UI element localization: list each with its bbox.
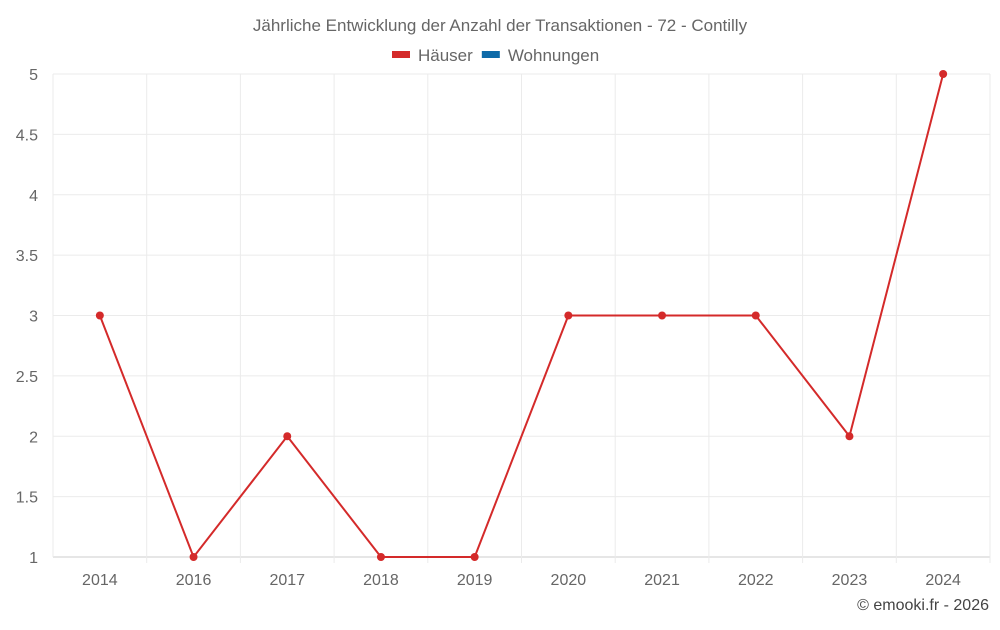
axes: 1 1.5 2 2.5 3 3.5 4 4.5 5 2014 2016 2017 2018 2019 202… xyxy=(16,67,961,589)
data-point xyxy=(95,311,104,320)
legend-swatch-1 xyxy=(481,51,500,58)
data-point xyxy=(189,553,198,561)
series-layer xyxy=(95,70,948,561)
footer-credit: © emooki.fr - 2026 xyxy=(857,597,989,614)
legend-label-1: Wohnungen xyxy=(508,46,599,65)
data-point xyxy=(658,311,667,320)
x-tick-label: 2017 xyxy=(269,572,305,589)
x-tick-label: 2016 xyxy=(176,572,212,589)
x-tick-label: 2020 xyxy=(551,572,587,589)
data-point xyxy=(845,432,854,441)
y-tick-label: 2.5 xyxy=(16,369,38,386)
legend: Häuser Wohnungen xyxy=(392,46,599,65)
y-tick-label: 1.5 xyxy=(16,490,38,507)
x-tick-label: 2021 xyxy=(644,572,680,589)
legend-swatch-0 xyxy=(392,51,410,58)
x-tick-label: 2014 xyxy=(82,572,118,589)
grid xyxy=(52,73,991,563)
y-tick-label: 3 xyxy=(29,309,38,326)
chart-title: Jährliche Entwicklung der Anzahl der Tra… xyxy=(253,16,748,35)
data-point xyxy=(283,432,292,441)
data-point xyxy=(751,311,760,320)
data-point xyxy=(564,311,573,320)
x-tick-label: 2024 xyxy=(925,572,961,589)
legend-label-0: Häuser xyxy=(418,46,473,65)
data-point xyxy=(470,553,479,561)
x-tick-label: 2019 xyxy=(457,572,493,589)
series-line-0 xyxy=(98,73,945,560)
data-point xyxy=(939,70,948,78)
y-tick-label: 1 xyxy=(29,550,38,567)
x-tick-label: 2018 xyxy=(363,572,399,589)
y-tick-label: 5 xyxy=(29,67,38,84)
x-tick-label: 2023 xyxy=(832,572,868,589)
y-tick-label: 2 xyxy=(29,429,38,446)
y-tick-label: 3.5 xyxy=(16,248,38,265)
x-tick-label: 2022 xyxy=(738,572,774,589)
data-point xyxy=(376,553,385,561)
y-tick-label: 4.5 xyxy=(16,127,38,144)
y-tick-label: 4 xyxy=(29,188,38,205)
